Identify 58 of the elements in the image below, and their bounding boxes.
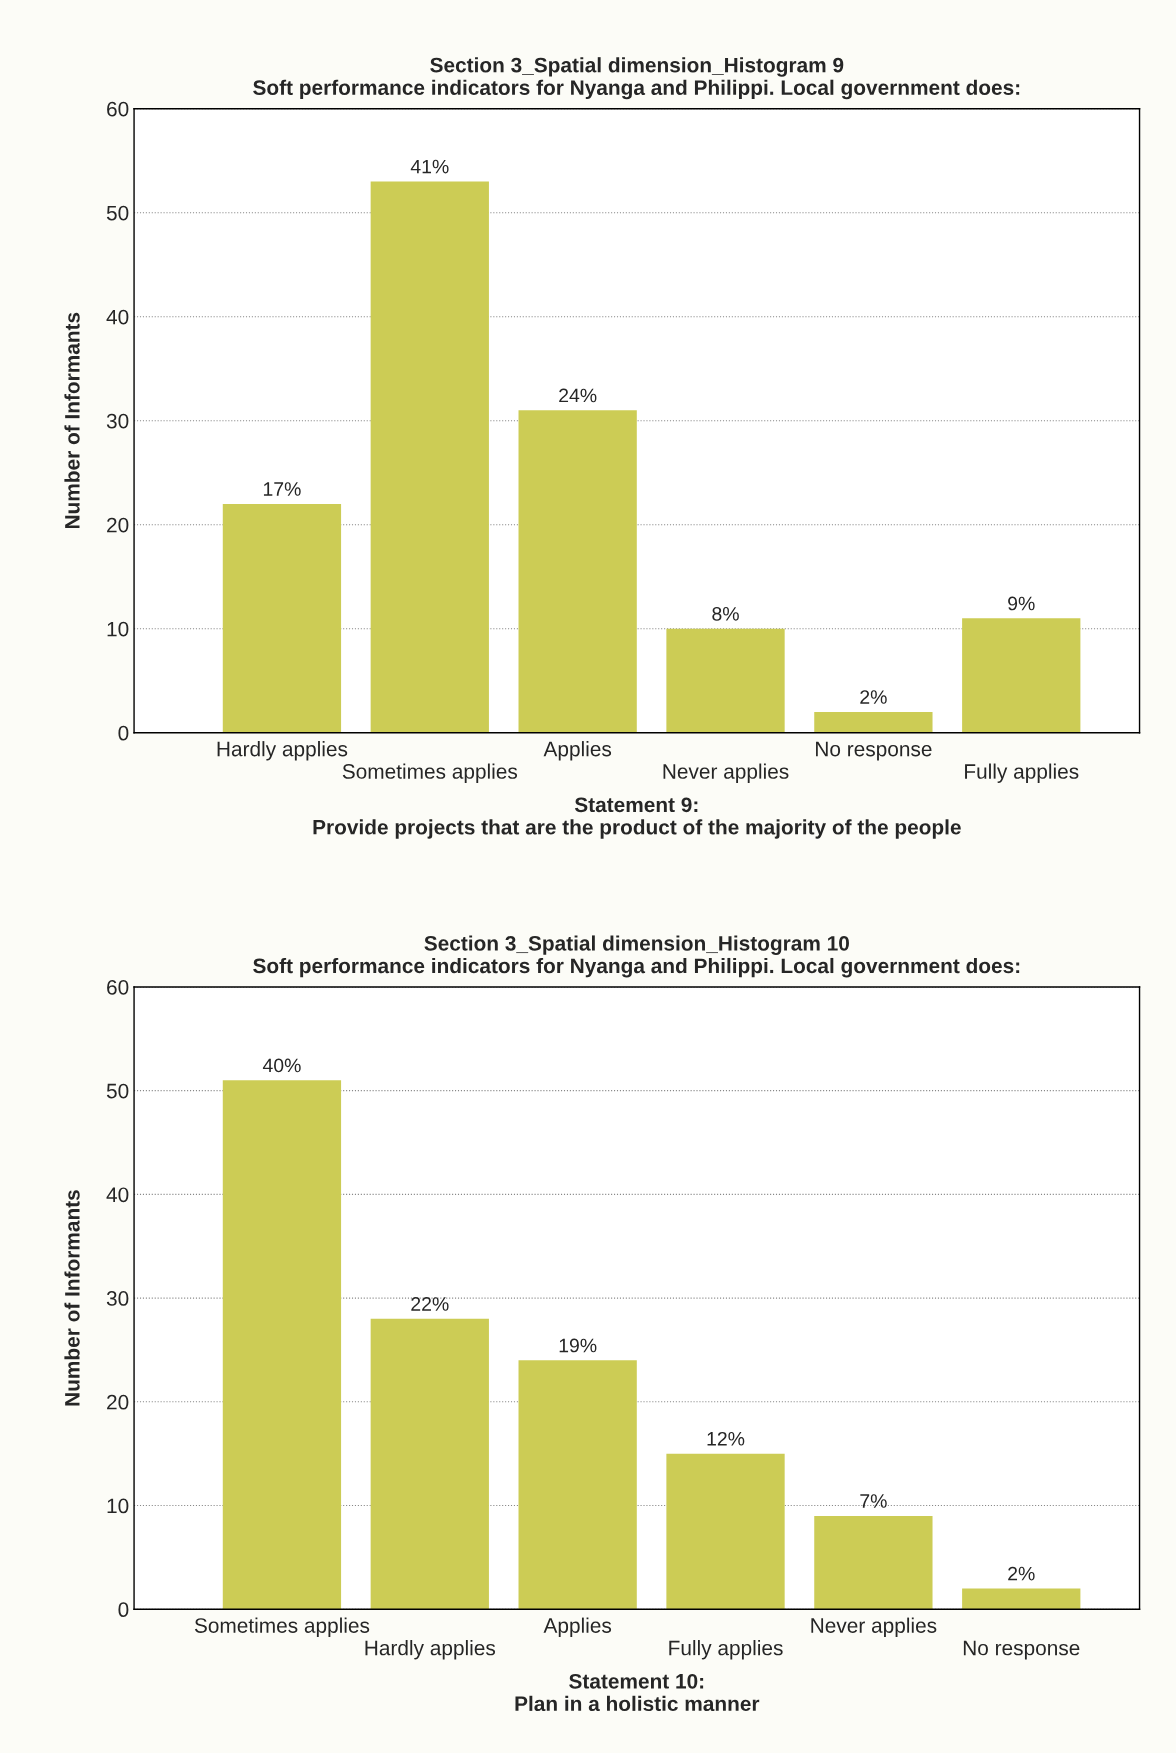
x-tick-label: Fully applies (965, 763, 1079, 783)
y-axis-title: Number of Informants (64, 312, 80, 529)
x-tick-label: Applies (543, 1617, 612, 1638)
y-tick-label: 60 (107, 101, 129, 117)
y-tick-label: 50 (106, 1083, 129, 1099)
y-tick-label: 10 (107, 1498, 129, 1514)
x-axis-title: Statement 10: Plan in a holistic manner (515, 1673, 760, 1712)
y-tick-label: 0 (118, 725, 129, 741)
x-tick-label: Fully applies (669, 1640, 783, 1660)
annotation: 12% (707, 1431, 745, 1446)
bar (814, 711, 933, 733)
annotation: 17% (263, 482, 301, 496)
bar (814, 1515, 933, 1610)
x-tick-label: Sometimes applies (194, 1617, 370, 1638)
chart-title: Section 3_Spatial dimension_Histogram 10 (424, 935, 849, 955)
annotation: 40% (262, 1058, 301, 1073)
chart-title: Section 3_Spatial dimension_Histogram 9 (430, 57, 844, 77)
bar (370, 181, 489, 733)
annotation: 2% (1008, 1566, 1035, 1581)
bar (370, 1318, 489, 1610)
annotation: 9% (1008, 596, 1035, 611)
y-tick-label: 20 (107, 517, 129, 533)
chart-subtitle: Soft performance indicators for Nyanga and Philippi. Local government does: (253, 957, 1020, 978)
annotation: 19% (559, 1338, 597, 1353)
bar (222, 1080, 342, 1610)
y-tick-label: 40 (106, 309, 129, 325)
y-tick-label: 20 (107, 1394, 129, 1410)
chart-subtitle: Soft performance indicators for Nyanga and Philippi. Local government does: (253, 79, 1020, 100)
annotation: 2% (860, 690, 887, 704)
bar (962, 618, 1081, 733)
y-tick-label: 60 (107, 979, 129, 995)
y-tick-label: 30 (106, 413, 129, 429)
annotation: 24% (559, 388, 597, 403)
annotation: 8% (712, 606, 739, 621)
x-tick-label: No response (816, 741, 932, 761)
y-tick-label: 30 (106, 1291, 129, 1306)
y-tick-label: 50 (106, 205, 129, 221)
bar (222, 503, 342, 733)
x-tick-label: Never applies (811, 1617, 937, 1638)
annotation: 22% (411, 1297, 449, 1311)
x-tick-label: No response (963, 1640, 1080, 1660)
y-tick-label: 10 (107, 621, 129, 637)
x-tick-label: Sometimes applies (342, 763, 518, 783)
x-tick-label: Hardly applies (365, 1640, 496, 1660)
x-tick-label: Never applies (663, 763, 789, 783)
bar (518, 1360, 637, 1610)
annotation: 41% (410, 159, 449, 174)
bar (666, 628, 785, 733)
bar (518, 410, 637, 733)
x-tick-label: Applies (543, 741, 612, 761)
y-axis-title: Number of Informants (64, 1190, 80, 1406)
bar (962, 1588, 1081, 1610)
x-tick-label: Hardly applies (217, 741, 348, 761)
bar (666, 1453, 785, 1610)
y-tick-label: 40 (106, 1187, 129, 1203)
x-axis-title: Statement 9: Provide projects that are the product of the majority of the people (313, 797, 961, 839)
y-tick-label: 0 (118, 1602, 129, 1618)
annotation: 7% (860, 1494, 887, 1508)
